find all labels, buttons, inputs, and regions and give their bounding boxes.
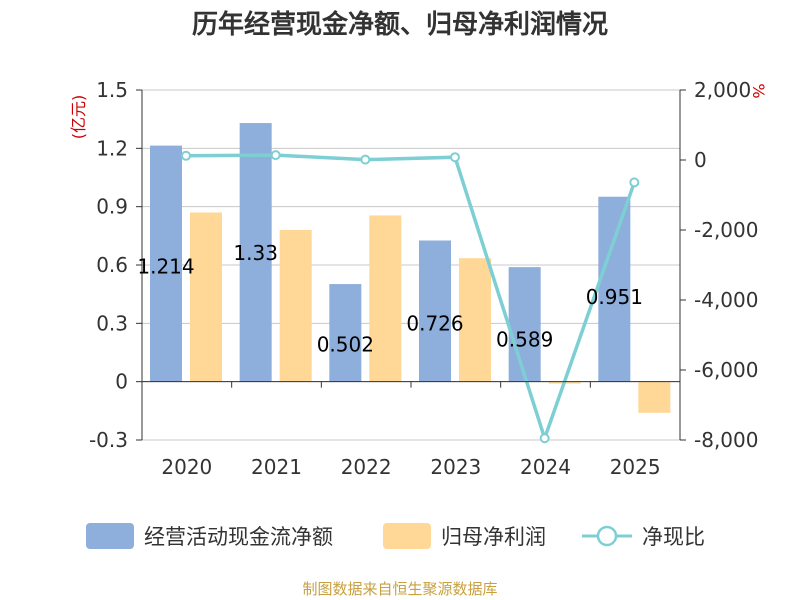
bar-cash-flow: [329, 284, 362, 382]
ratio-line: [181, 150, 640, 444]
bar-net-profit: [459, 258, 491, 382]
bar-net-profit: [279, 230, 312, 382]
data-label: 0.589: [496, 327, 553, 351]
data-label: 0.726: [406, 311, 463, 335]
left-tick-label: 0.9: [96, 195, 128, 219]
legend-label-net-profit: 归母净利润: [441, 525, 546, 549]
x-tick-label: 2024: [520, 455, 571, 479]
right-tick-label: -4,000: [694, 288, 758, 312]
data-label: 1.214: [137, 254, 194, 278]
bars: [150, 123, 671, 413]
left-axis-unit: (亿元): [69, 95, 88, 140]
data-label: 1.33: [233, 241, 278, 265]
chart-title: 历年经营现金净额、归母净利润情况: [192, 9, 608, 40]
x-tick-label: 2025: [610, 455, 661, 479]
x-tick-label: 2021: [251, 455, 302, 479]
source-note: 制图数据来自恒生聚源数据库: [302, 580, 497, 598]
data-labels: 1.214 1.33 0.502 0.726 0.589 0.951: [137, 241, 643, 357]
bar-net-profit: [190, 212, 222, 382]
axes: -0.3 0 0.3 0.6 0.9 1.2 1.5 -8,000 -6,000 -4,000 -2…: [89, 78, 759, 479]
ratio-point: [629, 177, 640, 188]
bar-cash-flow: [508, 267, 541, 382]
bar-cash-flow: [150, 145, 182, 382]
x-tick-label: 2022: [341, 455, 392, 479]
ratio-point: [270, 150, 281, 161]
right-axis-unit: %: [749, 83, 768, 98]
bar-net-profit: [638, 381, 671, 413]
left-tick-label: 0.3: [96, 311, 128, 335]
right-tick-label: 0: [694, 148, 707, 172]
ratio-point: [450, 152, 460, 163]
left-tick-label: 0: [115, 370, 128, 394]
right-tick-label: 2,000: [694, 78, 751, 102]
ratio-point: [360, 154, 371, 165]
legend-swatch-cash-flow: [86, 523, 134, 549]
data-label: 0.502: [317, 333, 374, 357]
right-tick-label: -6,000: [694, 358, 758, 382]
bar-cash-flow: [598, 196, 631, 382]
data-label: 0.951: [586, 285, 643, 309]
bar-cash-flow: [419, 240, 451, 382]
left-tick-label: -0.3: [89, 428, 128, 452]
right-tick-label: -2,000: [694, 218, 758, 242]
left-tick-label: 1.2: [96, 136, 128, 160]
legend-swatch-net-profit: [383, 523, 431, 549]
ratio-point: [181, 150, 191, 161]
legend-label-cash-flow: 经营活动现金流净额: [144, 525, 333, 549]
bar-net-profit: [369, 215, 402, 382]
left-tick-label: 1.5: [96, 78, 128, 102]
x-tick-label: 2023: [430, 455, 481, 479]
legend-marker-ratio: [596, 525, 618, 547]
x-tick-label: 2020: [161, 455, 212, 479]
legend-label-ratio: 净现比: [642, 525, 705, 549]
right-tick-label: -8,000: [694, 428, 758, 452]
bar-cash-flow: [239, 123, 272, 382]
left-tick-label: 0.6: [96, 253, 128, 277]
ratio-line-path: [185, 153, 636, 444]
legend: 经营活动现金流净额 归母净利润 净现比: [86, 523, 705, 549]
ratio-point: [539, 433, 550, 444]
